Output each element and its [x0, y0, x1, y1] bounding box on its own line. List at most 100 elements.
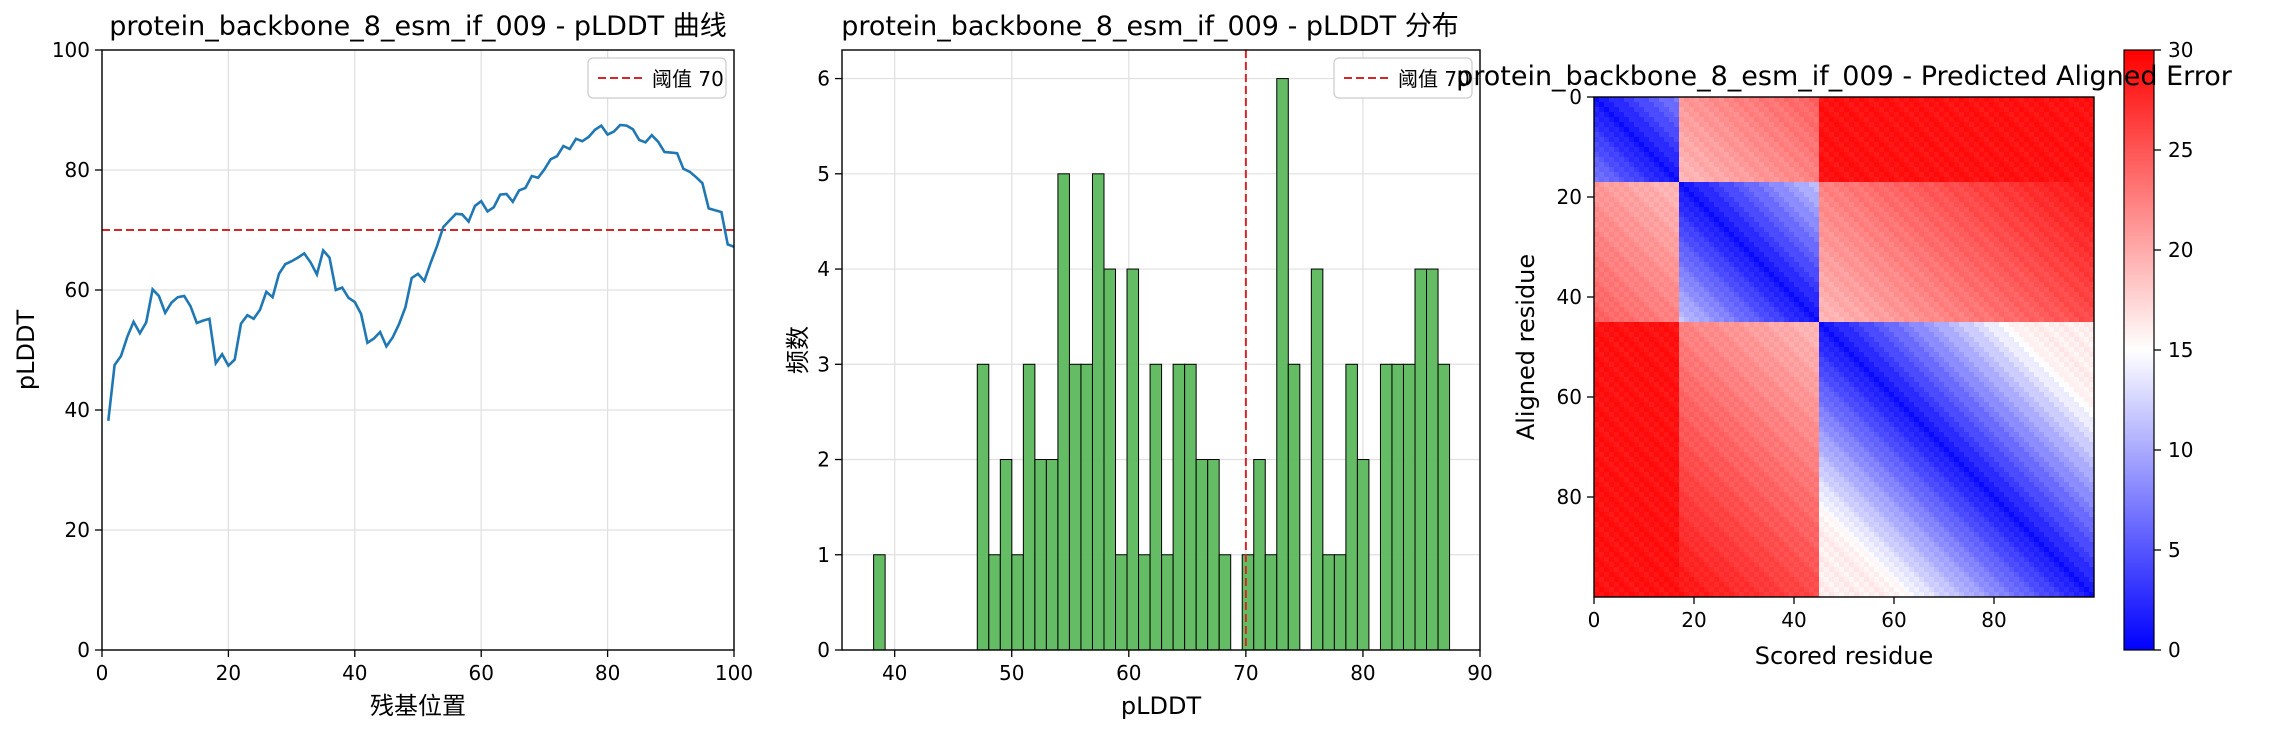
heatmap-cell	[1604, 267, 1610, 273]
heatmap-cell	[1784, 132, 1790, 138]
heatmap-cell	[1684, 112, 1690, 118]
heatmap-cell	[2049, 277, 2055, 283]
heatmap-cell	[1889, 162, 1895, 168]
heatmap-cell	[2039, 257, 2045, 263]
heatmap-cell	[2024, 107, 2030, 113]
heatmap-cell	[1729, 222, 1735, 228]
heatmap-cell	[2004, 142, 2010, 148]
heatmap-cell	[1649, 177, 1655, 183]
heatmap-cell	[1904, 112, 1910, 118]
heatmap-cell	[2054, 117, 2060, 123]
heatmap-cell	[2084, 317, 2090, 323]
heatmap-cell	[1989, 287, 1995, 293]
heatmap-cell	[1999, 197, 2005, 203]
heatmap-cell	[1764, 257, 1770, 263]
heatmap-cell	[1939, 222, 1945, 228]
heatmap-cell	[1854, 262, 1860, 268]
heatmap-cell	[1874, 162, 1880, 168]
heatmap-cell	[2024, 267, 2030, 273]
heatmap-cell	[1989, 222, 1995, 228]
heatmap-cell	[1839, 222, 1845, 228]
heatmap-cell	[1659, 322, 1665, 328]
heatmap-cell	[1944, 322, 1950, 328]
heatmap-cell	[1699, 282, 1705, 288]
heatmap-cell	[2059, 172, 2065, 178]
heatmap-cell	[1799, 222, 1805, 228]
heatmap-cell	[1669, 332, 1675, 338]
heatmap-cell	[1759, 127, 1765, 133]
heatmap-cell	[1949, 142, 1955, 148]
heatmap-cell	[1774, 157, 1780, 163]
heatmap-cell	[1759, 272, 1765, 278]
heatmap-cell	[1974, 322, 1980, 328]
heatmap-cell	[2069, 282, 2075, 288]
heatmap-cell	[1859, 257, 1865, 263]
heatmap-cell	[2064, 312, 2070, 318]
heatmap-cell	[1909, 137, 1915, 143]
heatmap-cell	[2024, 262, 2030, 268]
heatmap-cell	[1624, 337, 1630, 343]
heatmap-cell	[1834, 337, 1840, 343]
heatmap-cell	[1884, 112, 1890, 118]
heatmap-cell	[1694, 297, 1700, 303]
heatmap-cell	[1724, 332, 1730, 338]
heatmap-cell	[1824, 127, 1830, 133]
heatmap-cell	[1899, 272, 1905, 278]
heatmap-cell	[1689, 332, 1695, 338]
heatmap-cell	[1599, 207, 1605, 213]
heatmap-cell	[2074, 142, 2080, 148]
heatmap-cell	[2049, 212, 2055, 218]
heatmap-cell	[1839, 157, 1845, 163]
heatmap-cell	[1699, 227, 1705, 233]
heatmap-cell	[1734, 232, 1740, 238]
heatmap-cell	[1699, 297, 1705, 303]
heatmap-cell	[1594, 302, 1600, 308]
heatmap-cell	[1764, 242, 1770, 248]
heatmap-cell	[1709, 307, 1715, 313]
heatmap-cell	[1999, 132, 2005, 138]
heatmap-cell	[1819, 277, 1825, 283]
heatmap-cell	[1894, 107, 1900, 113]
heatmap-cell	[1989, 97, 1995, 103]
heatmap-cell	[1754, 217, 1760, 223]
heatmap-cell	[1604, 167, 1610, 173]
heatmap-cell	[2024, 147, 2030, 153]
heatmap-cell	[1634, 322, 1640, 328]
heatmap-cell	[1694, 122, 1700, 128]
heatmap-cell	[1679, 267, 1685, 273]
heatmap-cell	[1789, 112, 1795, 118]
heatmap-cell	[2009, 147, 2015, 153]
heatmap-cell	[1774, 262, 1780, 268]
heatmap-cell	[1599, 227, 1605, 233]
heatmap-cell	[1859, 147, 1865, 153]
heatmap-cell	[1604, 212, 1610, 218]
heatmap-cell	[1634, 117, 1640, 123]
heatmap-cell	[1754, 192, 1760, 198]
heatmap-cell	[1749, 112, 1755, 118]
heatmap-cell	[1649, 332, 1655, 338]
heatmap-cell	[1724, 297, 1730, 303]
heatmap-cell	[1959, 317, 1965, 323]
heatmap-cell	[1749, 287, 1755, 293]
heatmap-cell	[1979, 122, 1985, 128]
heatmap-cell	[1859, 162, 1865, 168]
heatmap-cell	[1749, 162, 1755, 168]
heatmap-cell	[1944, 147, 1950, 153]
heatmap-cell	[1909, 267, 1915, 273]
heatmap-cell	[1749, 247, 1755, 253]
heatmap-cell	[1704, 287, 1710, 293]
heatmap-cell	[1754, 162, 1760, 168]
heatmap-cell	[1724, 322, 1730, 328]
heatmap-cell	[1654, 322, 1660, 328]
heatmap-cell	[2029, 277, 2035, 283]
heatmap-cell	[2079, 102, 2085, 108]
heatmap-cell	[1644, 122, 1650, 128]
heatmap-cell	[1694, 267, 1700, 273]
heatmap-cell	[1714, 292, 1720, 298]
heatmap-cell	[1819, 197, 1825, 203]
heatmap-cell	[1659, 107, 1665, 113]
heatmap-cell	[1964, 127, 1970, 133]
heatmap-cell	[1899, 132, 1905, 138]
heatmap-cell	[1909, 117, 1915, 123]
